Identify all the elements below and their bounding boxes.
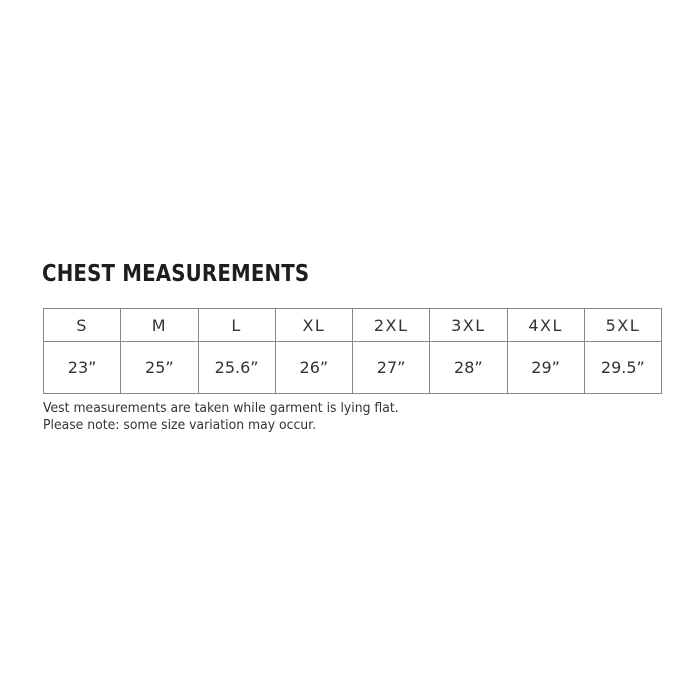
chest-cell: 26” <box>274 341 354 394</box>
size-header-row: S M L XL 2XL 3XL 4XL 5XL <box>42 308 663 342</box>
size-cell: XL <box>274 308 354 342</box>
size-cell: 2XL <box>351 308 431 342</box>
size-cell: 3XL <box>429 308 508 342</box>
chest-cell: 27” <box>351 341 431 394</box>
size-cell: 4XL <box>506 308 585 342</box>
chest-cell: 25” <box>120 341 199 394</box>
size-cell: S <box>42 308 122 342</box>
chest-cell: 25.6” <box>197 341 276 394</box>
chest-cell: 23” <box>42 341 122 394</box>
size-cell: M <box>120 308 199 342</box>
chest-cell: 28” <box>429 341 508 394</box>
size-table: S M L XL 2XL 3XL 4XL 5XL 23” 25” 25.6” 2… <box>42 308 663 394</box>
chest-value-row: 23” 25” 25.6” 26” 27” 28” 29” 29.5” <box>42 341 663 394</box>
chest-cell: 29” <box>506 341 585 394</box>
chest-cell: 29.5” <box>583 341 663 394</box>
measurement-notes: Vest measurements are taken while garmen… <box>43 400 399 434</box>
page-title: CHEST MEASUREMENTS <box>42 261 310 287</box>
note-line: Please note: some size variation may occ… <box>43 417 317 433</box>
note-line: Vest measurements are taken while garmen… <box>43 400 399 416</box>
size-cell: 5XL <box>583 308 663 342</box>
size-cell: L <box>197 308 276 342</box>
